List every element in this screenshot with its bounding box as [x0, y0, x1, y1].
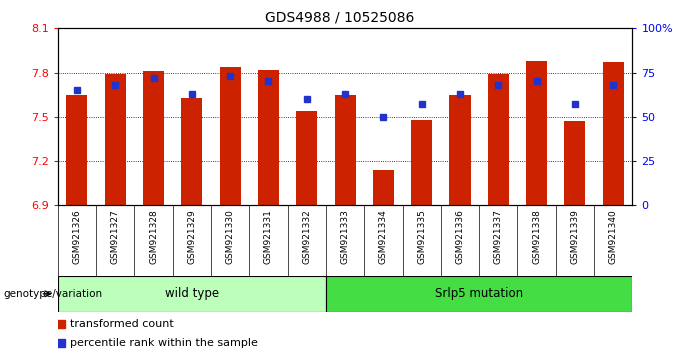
Text: GSM921332: GSM921332 — [303, 209, 311, 264]
Text: GSM921330: GSM921330 — [226, 209, 235, 264]
Text: GSM921329: GSM921329 — [188, 209, 197, 264]
Text: GSM921326: GSM921326 — [73, 209, 82, 264]
Bar — [449, 95, 471, 205]
Bar — [220, 67, 241, 205]
Bar — [182, 98, 203, 205]
Bar — [411, 120, 432, 205]
Text: GSM921334: GSM921334 — [379, 209, 388, 264]
Text: GDS4988 / 10525086: GDS4988 / 10525086 — [265, 11, 415, 25]
Bar — [373, 170, 394, 205]
Text: Srlp5 mutation: Srlp5 mutation — [435, 287, 523, 300]
Bar — [258, 70, 279, 205]
Bar — [58, 276, 326, 312]
Bar — [526, 61, 547, 205]
Bar — [296, 111, 318, 205]
Bar — [602, 62, 624, 205]
Text: GSM921328: GSM921328 — [149, 209, 158, 264]
Bar — [335, 95, 356, 205]
Bar — [143, 71, 164, 205]
Text: genotype/variation: genotype/variation — [3, 289, 103, 299]
Text: percentile rank within the sample: percentile rank within the sample — [70, 338, 258, 348]
Text: wild type: wild type — [165, 287, 219, 300]
Bar — [488, 74, 509, 205]
Bar — [326, 276, 632, 312]
Text: GSM921340: GSM921340 — [609, 209, 617, 264]
Text: GSM921336: GSM921336 — [456, 209, 464, 264]
Bar — [564, 121, 585, 205]
Text: GSM921338: GSM921338 — [532, 209, 541, 264]
Bar — [105, 74, 126, 205]
Text: GSM921337: GSM921337 — [494, 209, 503, 264]
Bar — [67, 95, 88, 205]
Text: GSM921331: GSM921331 — [264, 209, 273, 264]
Text: GSM921339: GSM921339 — [571, 209, 579, 264]
Text: GSM921333: GSM921333 — [341, 209, 350, 264]
Text: GSM921335: GSM921335 — [418, 209, 426, 264]
Text: transformed count: transformed count — [70, 319, 173, 329]
Text: GSM921327: GSM921327 — [111, 209, 120, 264]
